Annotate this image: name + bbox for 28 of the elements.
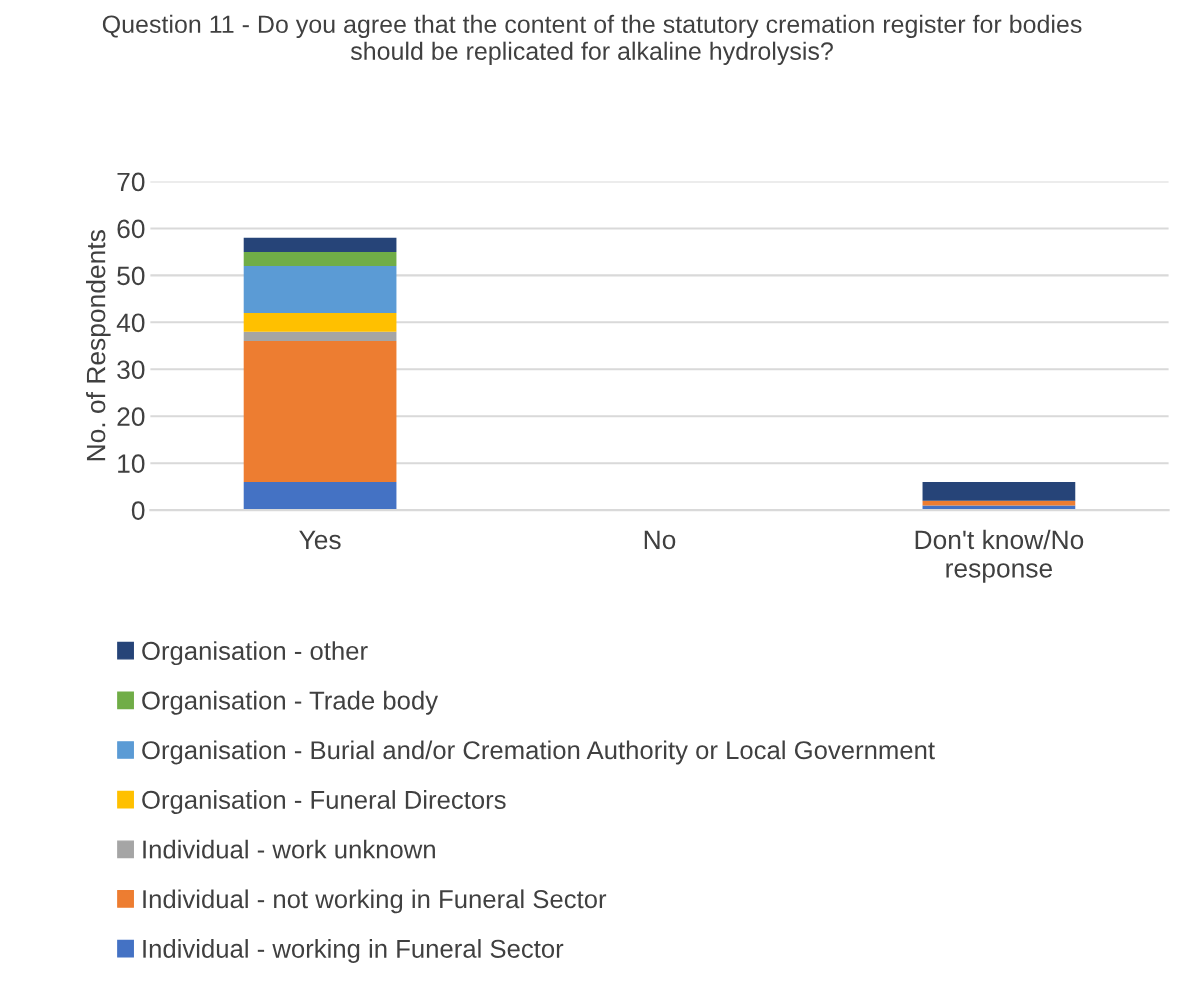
chart-title: Question 11 - Do you agree that the content of the statutory cremation register for bodies should be replicated for alkaline hydrolysis?: [102, 14, 1082, 65]
y-tick-label: 20: [117, 407, 145, 427]
x-tick-label: Yes: [299, 530, 341, 550]
x-tick-label: Don't know/No response: [915, 529, 1084, 583]
x-tick-label: No: [644, 530, 676, 550]
bar: [243, 341, 397, 482]
bar: [243, 481, 397, 511]
y-tick-label: 70: [117, 172, 145, 192]
y-tick-label: 10: [118, 454, 145, 473]
legend-label: Organisation - Funeral Directors: [142, 790, 506, 815]
y-tick-label: 30: [117, 360, 145, 380]
legend-label: Individual - working in Funeral Sector: [143, 939, 564, 963]
legend-label: Individual - not working in Funeral Sector: [143, 889, 607, 914]
y-tick-label: 50: [117, 266, 145, 286]
bar: [243, 312, 397, 332]
legend-label: Individual - work unknown: [143, 839, 435, 859]
legend-label: Organisation - other: [142, 641, 368, 666]
y-tick-label: 60: [117, 219, 145, 239]
bar: [243, 251, 397, 266]
bar: [243, 237, 397, 252]
legend-label: Organisation - Burial and/or Cremation Authority or Local Government: [142, 740, 935, 765]
bar: [243, 265, 397, 313]
y-axis-title: No. of Respondents: [86, 230, 111, 461]
bar: [243, 331, 397, 342]
y-tick-label: 40: [116, 313, 145, 333]
bar: [922, 481, 1076, 501]
legend-label: Organisation - Trade body: [142, 690, 439, 715]
y-tick-label: 0: [131, 501, 145, 520]
